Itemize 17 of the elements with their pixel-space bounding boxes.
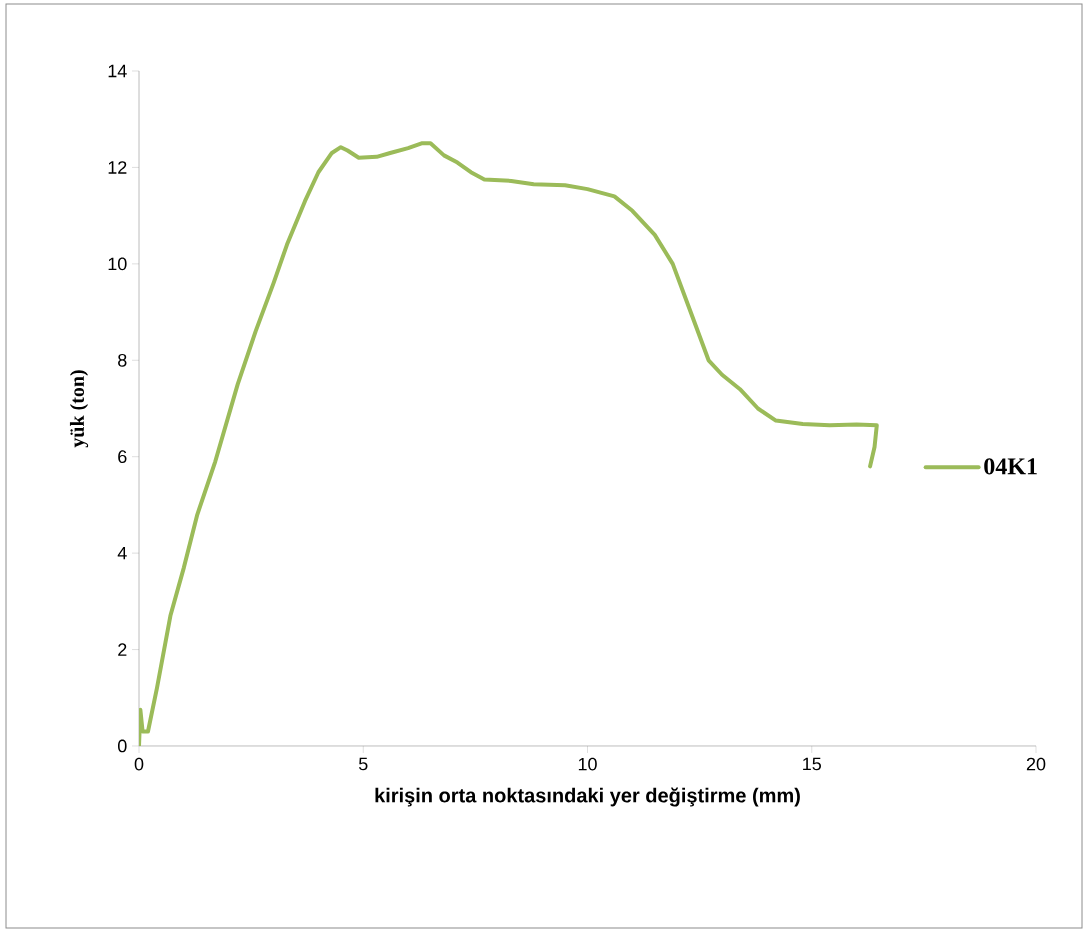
y-tick-label: 10 xyxy=(108,257,127,271)
line-series xyxy=(139,141,879,746)
y-tick-label: 4 xyxy=(117,546,127,560)
legend-label: 04K1 xyxy=(984,458,1037,475)
y-tick-label: 2 xyxy=(118,643,127,656)
y-tick-label: 6 xyxy=(118,450,127,464)
x-tick-label: 10 xyxy=(578,757,597,771)
x-tick-label: 0 xyxy=(134,757,144,771)
x-tick-label: 5 xyxy=(358,757,368,771)
x-tick-label: 20 xyxy=(1026,757,1046,771)
x-tick-label: 15 xyxy=(803,757,822,771)
y-tick-label: 12 xyxy=(108,161,127,174)
y-tick-label: 0 xyxy=(117,739,127,753)
y-axis-title: yük (ton) xyxy=(69,370,89,448)
y-tick-label: 8 xyxy=(118,353,127,367)
y-tick-label: 14 xyxy=(108,64,127,78)
x-axis-title: kirişin orta noktasındaki yer değiştirme (mm) xyxy=(375,787,800,807)
